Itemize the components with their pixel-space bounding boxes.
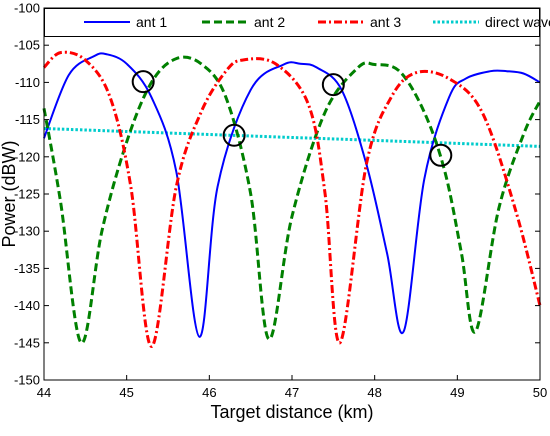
- intersection-marker-1: [131, 70, 155, 94]
- x-tick-label: 48: [367, 385, 381, 400]
- x-tick-label: 44: [37, 385, 51, 400]
- series-line-direct-wave: [43, 127, 541, 148]
- y-tick-label: -135: [14, 261, 40, 276]
- legend-label-ant-2: ant 2: [254, 14, 285, 30]
- legend-label-ant-1: ant 1: [136, 14, 167, 30]
- y-tick-label: -140: [14, 298, 40, 313]
- legend-label-ant-3: ant 3: [370, 14, 401, 30]
- series-line-ant-1: [43, 52, 541, 338]
- x-tick-labels: 44 45 46 47 48 49 50: [37, 385, 547, 400]
- y-tick-labels: -100 -105 -110 -115 -120 -125 -130 -135 -140 -145…: [14, 1, 40, 388]
- intersection-marker-2: [222, 123, 246, 147]
- series-line-ant-2: [42, 55, 542, 345]
- y-tick-label: -105: [14, 38, 40, 53]
- marker-layer: [131, 70, 453, 167]
- x-axis-label: Target distance (km): [210, 402, 373, 422]
- x-tick-label: 49: [450, 385, 464, 400]
- y-tick-label: -130: [14, 224, 40, 239]
- y-tick-label: -125: [14, 187, 40, 202]
- legend-label-direct-wave: direct wave: [485, 14, 550, 30]
- intersection-marker-4: [429, 143, 453, 167]
- x-tick-label: 45: [119, 385, 133, 400]
- y-tick-label: -100: [14, 1, 40, 16]
- x-tick-label: 46: [202, 385, 216, 400]
- x-tick-label: 50: [533, 385, 547, 400]
- legend: ant 1 ant 2 ant 3 direct wave: [44, 8, 550, 37]
- y-tick-label: -120: [14, 149, 40, 164]
- y-tick-label: -145: [14, 335, 40, 350]
- y-tick-label: -110: [15, 75, 40, 90]
- series-layer: [42, 50, 542, 348]
- y-tick-label: -150: [14, 373, 40, 388]
- series-line-ant-3: [42, 50, 542, 348]
- y-tick-label: -115: [15, 112, 40, 127]
- intersection-marker-3: [321, 73, 345, 97]
- y-axis-label: Power (dBW): [0, 140, 19, 247]
- plot-area: [44, 8, 540, 380]
- x-tick-label: 47: [285, 385, 299, 400]
